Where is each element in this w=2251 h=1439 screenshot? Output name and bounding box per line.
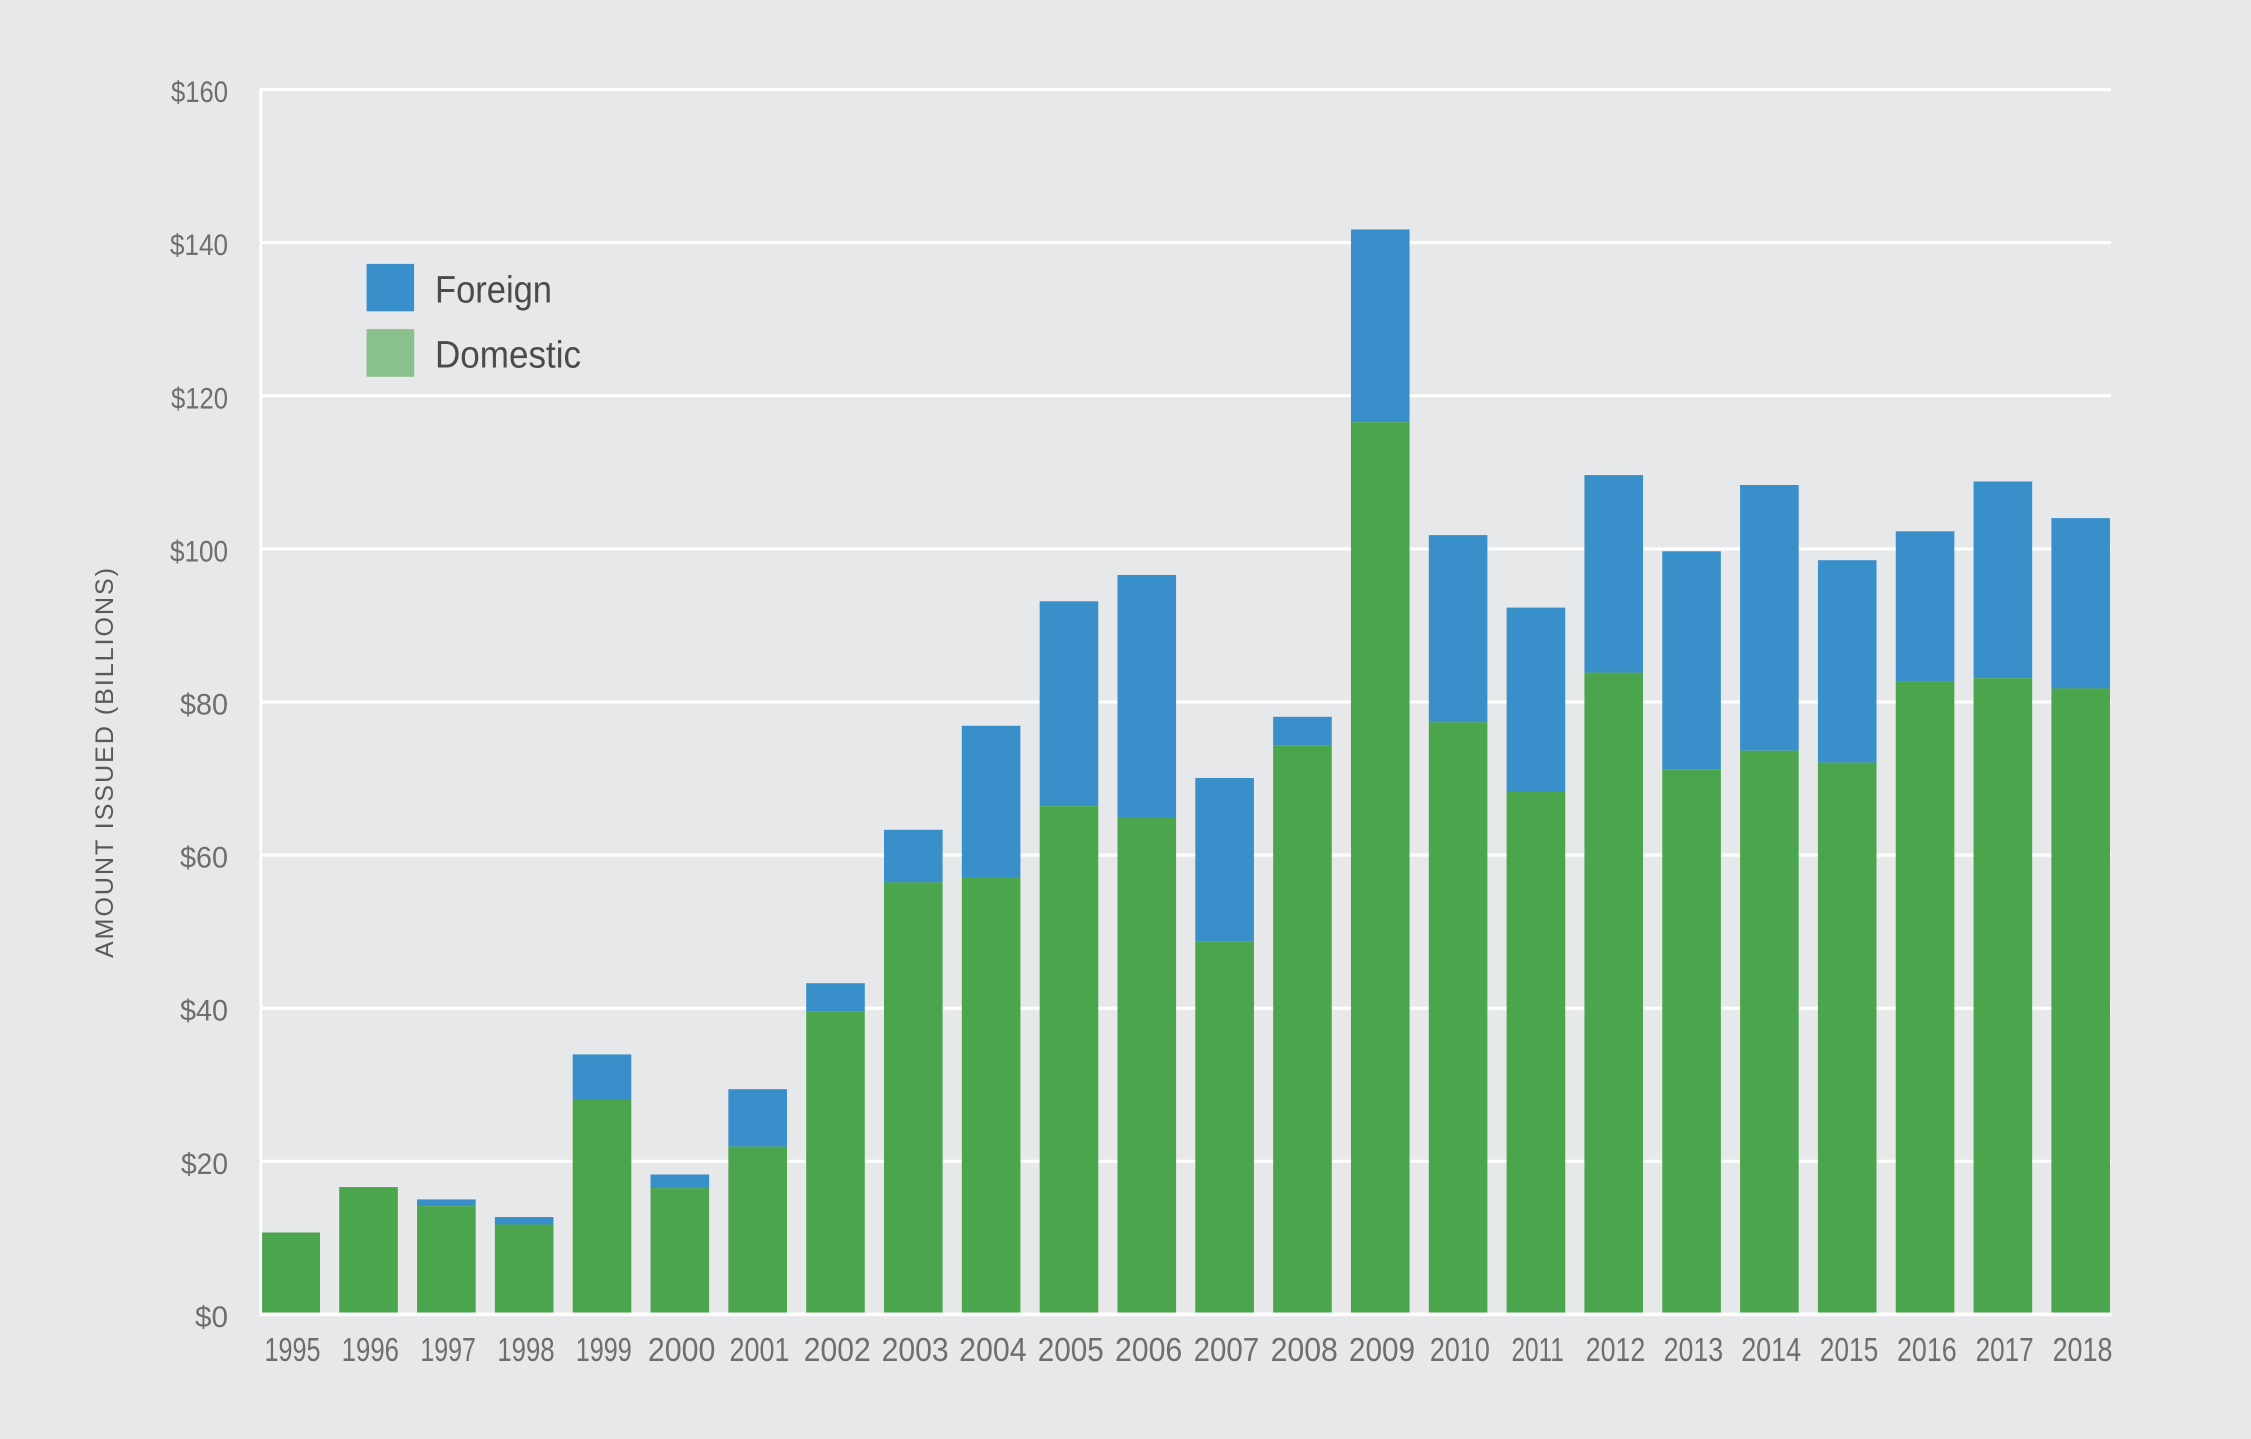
- svg-text:2018: 2018: [2053, 1331, 2113, 1368]
- svg-text:$40: $40: [180, 995, 228, 1028]
- svg-text:2002: 2002: [804, 1331, 871, 1368]
- svg-text:$100: $100: [170, 535, 228, 568]
- svg-text:$140: $140: [170, 229, 228, 262]
- svg-text:2006: 2006: [1115, 1331, 1182, 1368]
- svg-text:$120: $120: [171, 382, 228, 415]
- svg-text:2016: 2016: [1897, 1331, 1957, 1368]
- svg-text:2010: 2010: [1430, 1331, 1490, 1368]
- svg-text:AMOUNT ISSUED (BILLIONS): AMOUNT ISSUED (BILLIONS): [91, 566, 119, 958]
- svg-text:2008: 2008: [1271, 1331, 1338, 1368]
- svg-text:$60: $60: [180, 842, 228, 875]
- svg-text:1997: 1997: [420, 1331, 476, 1368]
- svg-text:$20: $20: [181, 1148, 228, 1181]
- svg-text:1998: 1998: [497, 1331, 554, 1368]
- svg-text:2007: 2007: [1194, 1331, 1260, 1368]
- svg-text:$0: $0: [195, 1301, 228, 1334]
- svg-text:Foreign: Foreign: [435, 270, 552, 312]
- svg-text:2005: 2005: [1038, 1331, 1104, 1368]
- svg-text:$160: $160: [171, 76, 228, 109]
- svg-text:Domestic: Domestic: [435, 335, 581, 377]
- svg-text:2015: 2015: [1820, 1331, 1879, 1368]
- svg-text:1999: 1999: [576, 1331, 632, 1368]
- svg-text:2000: 2000: [648, 1331, 716, 1368]
- svg-text:2012: 2012: [1586, 1331, 1646, 1368]
- svg-text:$80: $80: [180, 689, 228, 722]
- svg-text:1995: 1995: [265, 1331, 321, 1368]
- svg-text:2004: 2004: [959, 1331, 1027, 1368]
- svg-text:2014: 2014: [1741, 1331, 1801, 1368]
- svg-text:2009: 2009: [1349, 1331, 1415, 1368]
- svg-text:2017: 2017: [1976, 1331, 2034, 1368]
- svg-text:2013: 2013: [1664, 1331, 1724, 1368]
- svg-text:2003: 2003: [882, 1331, 949, 1368]
- svg-text:2011: 2011: [1511, 1331, 1564, 1368]
- svg-text:1996: 1996: [342, 1331, 399, 1368]
- svg-text:2001: 2001: [729, 1331, 789, 1368]
